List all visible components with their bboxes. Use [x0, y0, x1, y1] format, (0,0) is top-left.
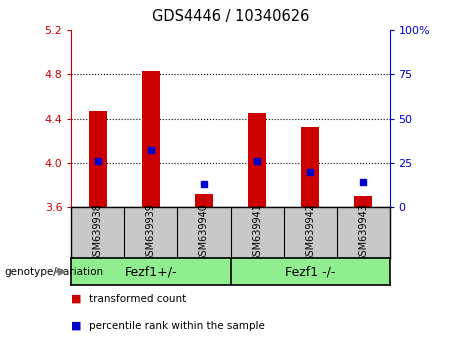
Text: GSM639939: GSM639939 [146, 203, 156, 262]
Text: ■: ■ [71, 321, 82, 331]
Bar [230, 258, 390, 285]
Text: GSM639943: GSM639943 [358, 203, 368, 262]
Bar [195, 194, 213, 207]
Bar [248, 113, 266, 207]
Text: GSM639942: GSM639942 [305, 203, 315, 262]
Text: ■: ■ [71, 294, 82, 304]
Bar [354, 196, 372, 207]
Text: GSM639938: GSM639938 [93, 203, 103, 262]
Text: genotype/variation: genotype/variation [5, 267, 104, 277]
Text: Fezf1 -/-: Fezf1 -/- [285, 265, 335, 278]
Text: GSM639940: GSM639940 [199, 203, 209, 262]
Text: percentile rank within the sample: percentile rank within the sample [89, 321, 265, 331]
Text: GDS4446 / 10340626: GDS4446 / 10340626 [152, 9, 309, 24]
Text: transformed count: transformed count [89, 294, 186, 304]
Bar [89, 111, 107, 207]
Bar [301, 127, 319, 207]
Text: Fezf1+/-: Fezf1+/- [125, 265, 177, 278]
Bar [71, 258, 230, 285]
Bar [142, 71, 160, 207]
Text: GSM639941: GSM639941 [252, 203, 262, 262]
